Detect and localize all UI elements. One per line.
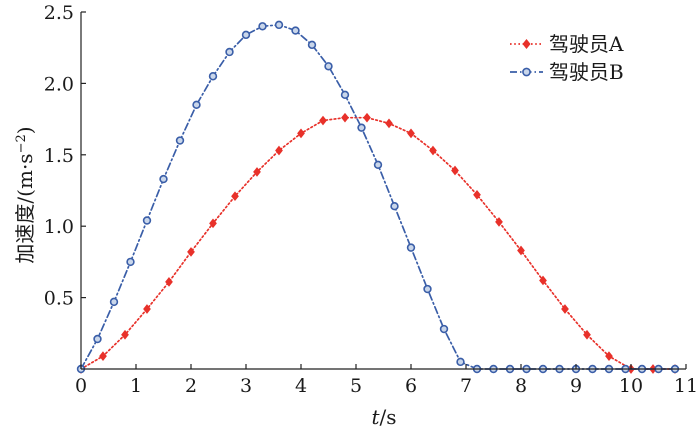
x-tick-label-4: 4 [295, 375, 307, 397]
series-2-point-14 [307, 40, 317, 50]
series-1-point-19 [495, 217, 503, 227]
series-1-point-12 [341, 112, 349, 123]
legend-marker-1 [522, 38, 531, 50]
y-axis-title-exponent: −2 [14, 134, 29, 153]
series-2-point-22 [439, 324, 449, 334]
series-1-point-9 [275, 145, 283, 156]
series-1-point-24 [605, 351, 613, 361]
legend-label-1: 驾驶员A [549, 32, 624, 56]
series-2-point-6 [175, 136, 185, 145]
x-axis-title-unit: /s [380, 405, 397, 429]
x-tick-label-2: 2 [185, 375, 197, 397]
series-1-point-2 [121, 329, 129, 340]
series-2-point-19 [390, 202, 399, 211]
series-2-point-7 [192, 100, 201, 110]
series-1-point-22 [561, 304, 569, 314]
series-2-point-12 [274, 20, 284, 30]
axes-layer [80, 11, 687, 370]
series-2-point-2 [109, 297, 119, 307]
x-tick-label-1: 1 [130, 375, 142, 397]
series-2-point-16 [340, 90, 350, 100]
x-tick-label-0: 0 [75, 375, 87, 397]
y-tick-label-3: 2.0 [44, 73, 74, 95]
series-1-point-16 [429, 145, 437, 156]
series-2-point-15 [324, 62, 333, 71]
x-tick-label-5: 5 [350, 375, 362, 397]
x-axis-title: t/s [371, 405, 396, 429]
x-tick-label-7: 7 [460, 375, 472, 397]
series-1-point-7 [231, 191, 239, 202]
y-tick-label-1: 1.0 [44, 216, 74, 238]
series-1-point-5 [187, 247, 195, 257]
series-2-point-23 [456, 357, 465, 367]
series-1-point-15 [407, 128, 415, 139]
series-1-point-8 [253, 167, 261, 177]
series-1-point-4 [165, 277, 173, 287]
series-2-point-18 [373, 160, 383, 169]
series-1-point-10 [297, 128, 305, 139]
series-2-point-10 [241, 30, 251, 40]
series-1-line [80, 116, 676, 370]
series-1-point-3 [143, 304, 151, 314]
series-2-point-11 [258, 22, 267, 31]
series-1-point-6 [209, 218, 217, 229]
series-2-point-21 [423, 284, 432, 294]
legend: 驾驶员A 驾驶员B [510, 32, 624, 84]
x-axis-title-var: t [371, 405, 380, 429]
series-1-point-13 [363, 112, 371, 123]
x-tick-label-10: 10 [619, 375, 643, 397]
series-2-point-17 [357, 123, 366, 132]
y-tick-label-0: 0.5 [44, 288, 74, 310]
series-1-point-21 [539, 275, 547, 286]
y-axis-title-close: ) [13, 126, 37, 134]
series-1-point-17 [451, 165, 459, 176]
series-2-point-9 [225, 47, 234, 57]
series-1-point-1 [99, 351, 107, 361]
x-tick-label-9: 9 [570, 375, 582, 397]
y-axis-title: 加速度/(m·s−2) [13, 126, 37, 263]
legend-label-2: 驾驶员B [549, 60, 624, 84]
y-tick-label-2: 1.5 [44, 145, 74, 167]
series-2-point-8 [208, 72, 218, 81]
series-1-point-18 [473, 189, 481, 200]
series-2-point-13 [291, 26, 300, 35]
series-1-point-23 [583, 329, 591, 340]
x-tick-label-11: 11 [674, 375, 698, 397]
series-2-point-1 [93, 334, 102, 344]
series-1-point-14 [385, 118, 393, 129]
series-1-point-11 [319, 115, 327, 126]
y-axis-title-main: 加速度/(m·s [13, 153, 37, 263]
y-tick-label-4: 2.5 [44, 2, 74, 24]
series-2-point-5 [159, 174, 168, 184]
series-2-point-4 [142, 216, 152, 225]
series-2-point-3 [126, 257, 135, 267]
legend-marker-2 [522, 67, 531, 77]
series-1-point-20 [517, 245, 525, 256]
x-tick-label-6: 6 [405, 375, 417, 397]
series-2-point-20 [406, 243, 416, 252]
x-tick-label-3: 3 [240, 375, 252, 397]
labels-layer: 0 1 2 3 4 5 6 7 8 9 10 11 0.5 1.0 1.5 2.0 2.5 t/s 加速度/(m·s… [13, 2, 698, 429]
x-tick-label-8: 8 [515, 375, 527, 397]
